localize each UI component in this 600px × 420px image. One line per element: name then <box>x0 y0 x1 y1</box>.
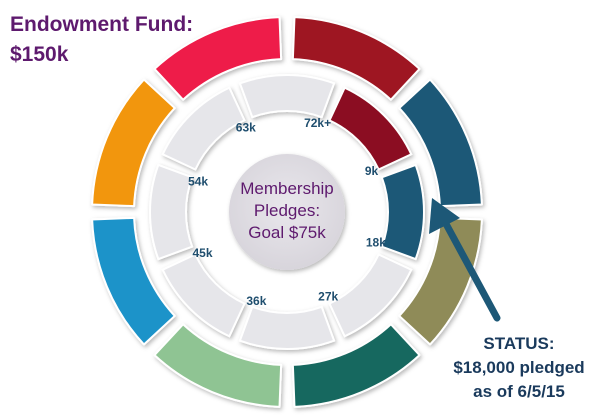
endowment-fund-title: Endowment Fund: $150k <box>10 10 240 70</box>
inner-segment-63k <box>161 86 246 171</box>
endowment-title-line2: $150k <box>10 43 69 66</box>
inner-segment-36k <box>238 305 336 351</box>
center-text-line2: Pledges: <box>254 201 320 220</box>
center-text-line1: Membership <box>240 179 334 198</box>
inner-ring-labels: 9k 18k 27k 36k 45k 54k 63k 72k+ <box>188 116 386 308</box>
inner-segment-9k <box>328 86 413 171</box>
inner-segment-18k <box>380 163 426 261</box>
status-line1: STATUS: <box>483 334 555 353</box>
inner-segment-27k <box>328 253 413 338</box>
outer-segment-6 <box>91 216 176 346</box>
endowment-title-line1: Endowment Fund: <box>10 13 194 36</box>
center-text-line3: Goal $75k <box>248 223 326 242</box>
center-circle <box>229 154 345 270</box>
status-arrow <box>429 198 501 322</box>
inner-label-45k: 45k <box>192 246 212 260</box>
status-line2: $18,000 pledged <box>453 358 585 377</box>
outer-segment-1 <box>291 16 421 101</box>
status-line3: as of 6/5/15 <box>473 382 565 401</box>
outer-ring <box>91 16 483 408</box>
inner-label-63k: 63k <box>236 121 256 135</box>
inner-segment-45k <box>161 253 246 338</box>
inner-label-54k: 54k <box>188 174 208 188</box>
status-arrow-head <box>429 198 460 234</box>
outer-segment-2 <box>398 78 483 208</box>
inner-label-36k: 36k <box>246 294 266 308</box>
inner-label-9k: 9k <box>365 164 379 178</box>
outer-segment-4 <box>291 323 421 408</box>
outer-segment-7 <box>91 78 176 208</box>
inner-label-18k: 18k <box>366 236 386 250</box>
inner-segment-72k+ <box>238 73 336 119</box>
inner-segment-54k <box>148 163 194 261</box>
outer-segment-8 <box>153 16 283 101</box>
status-callout: STATUS: $18,000 pledged as of 6/5/15 <box>438 332 600 404</box>
inner-label-72k+: 72k+ <box>304 116 331 130</box>
inner-ring <box>148 73 426 351</box>
status-arrow-shaft <box>441 218 501 322</box>
inner-label-27k: 27k <box>318 290 338 304</box>
outer-segment-5 <box>153 323 283 408</box>
